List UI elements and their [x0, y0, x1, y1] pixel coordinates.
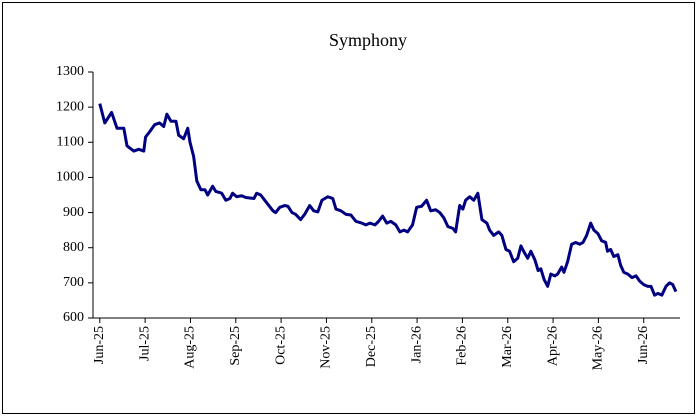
x-tick-label: Jul-25 — [137, 326, 152, 361]
series-line — [98, 103, 678, 297]
y-tick-label: 700 — [63, 275, 84, 290]
y-tick-label: 800 — [63, 240, 84, 255]
x-tick-label: Nov-25 — [319, 326, 334, 369]
x-tick-label: Apr-26 — [545, 326, 560, 366]
x-tick-label: Dec-25 — [364, 326, 379, 367]
x-tick-label: Sep-25 — [228, 326, 243, 366]
y-tick-label: 1300 — [56, 64, 84, 79]
y-tick-label: 1200 — [56, 99, 84, 114]
x-tick-label: Jun-25 — [92, 326, 107, 364]
chart-title: Symphony — [329, 30, 407, 50]
x-tick-label: Aug-25 — [183, 326, 198, 369]
x-tick-label: Feb-26 — [455, 326, 470, 366]
y-tick-label: 900 — [63, 205, 84, 220]
x-tick-label: Jun-26 — [636, 326, 651, 364]
y-tick-label: 1100 — [57, 135, 84, 150]
y-tick-label: 1000 — [56, 170, 84, 185]
x-tick-label: Jan-26 — [409, 326, 424, 363]
x-tick-label: May-26 — [591, 326, 606, 370]
x-tick-label: Mar-26 — [500, 326, 515, 368]
y-tick-label: 600 — [63, 310, 84, 325]
x-tick-label: Oct-25 — [273, 326, 288, 365]
